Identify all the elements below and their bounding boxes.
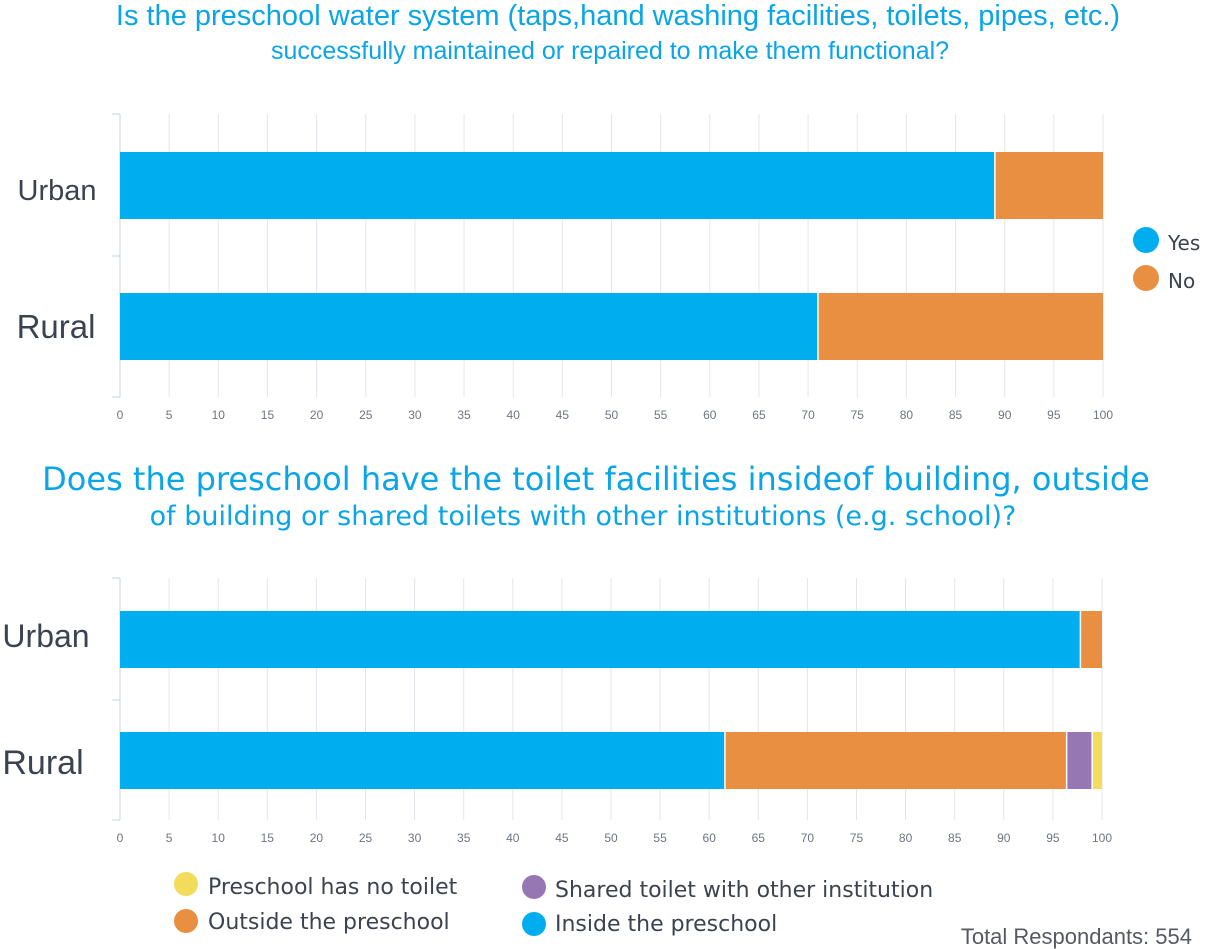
chart2-tick-label: 80 [899,831,913,845]
chart2-tick-label: 35 [457,831,471,845]
chart2-category-urban: Urban [2,618,89,654]
legend-no-label: No [1168,269,1195,293]
chart1-tick-label: 100 [1093,408,1113,422]
chart2-tick-label: 0 [117,831,124,845]
chart2-tick-label: 70 [801,831,815,845]
chart1-category-urban: Urban [18,175,97,207]
chart2-bar-rural-preschool-has-no-toilet [1092,732,1102,789]
chart1-category-rural: Rural [17,308,96,345]
chart2-bars [120,611,1102,789]
chart2-tick-label: 15 [261,831,275,845]
legend-inside-label: Inside the preschool [555,912,777,937]
chart1-tick-label: 25 [359,408,373,422]
chart2-bar-rural-outside-the-preschool [724,732,1067,789]
chart2-title-line1: Does the preschool have the toilet facil… [42,460,1150,498]
chart1-tick-label: 55 [654,408,668,422]
chart1-tick-label: 70 [801,408,815,422]
chart2-tick-label: 85 [948,831,962,845]
legend-no-swatch [1133,265,1159,291]
chart1-tick-label: 5 [166,408,173,422]
chart1-tick-label: 15 [261,408,275,422]
legend-no-toilet-swatch [174,872,198,896]
legend-shared-label: Shared toilet with other institution [555,878,933,903]
chart1-bar-rural-no [817,293,1103,360]
chart1-bars [120,152,1103,360]
chart2-x-axis: 0 5 10 15 20 25 30 35 40 45 50 55 60 65 70 75 80 85 90 95 10… [117,831,1113,845]
chart2-tick-label: 90 [997,831,1011,845]
total-respondents: Total Respondants: 554 [961,924,1192,949]
chart1-bar-rural-yes [120,293,818,360]
chart2-bar-rural-shared-toilet-with-other-institution [1066,732,1093,789]
chart1-bar-urban-yes [120,152,995,219]
chart1-title-line1: Is the preschool water system (taps,hand… [116,0,1120,32]
chart2-category-rural: Rural [2,744,83,782]
legend-inside-swatch [522,912,546,936]
chart1-tick-label: 90 [998,408,1012,422]
chart1-tick-label: 75 [851,408,865,422]
chart1-tick-label: 10 [212,408,226,422]
chart2-tick-label: 30 [408,831,422,845]
chart2-tick-label: 60 [703,831,717,845]
chart2-tick-label: 65 [752,831,766,845]
chart2-tick-label: 25 [359,831,373,845]
chart2-tick-label: 45 [555,831,569,845]
chart1-title-line2: successfully maintained or repaired to m… [271,37,949,65]
chart2-tick-label: 50 [604,831,618,845]
chart1-tick-label: 95 [1047,408,1061,422]
chart1-tick-label: 45 [556,408,570,422]
legend-outside-swatch [174,909,198,933]
chart2-tick-label: 10 [212,831,226,845]
chart1-tick-label: 30 [408,408,422,422]
chart1-legend: Yes No [1133,227,1200,293]
chart2-tick-label: 55 [653,831,667,845]
legend-yes-swatch [1133,227,1159,253]
legend-yes-label: Yes [1167,231,1200,255]
chart2-tick-label: 5 [166,831,173,845]
chart2-bar-rural-inside-the-preschool [120,732,725,789]
chart1-x-axis: 0 5 10 15 20 25 30 35 40 45 50 55 60 65 70 75 80 85 90 95 10… [117,408,1114,422]
chart2-title-line2: of building or shared toilets with other… [150,501,1017,532]
chart1-tick-label: 0 [117,408,124,422]
chart2-tick-label: 95 [1046,831,1060,845]
chart1-tick-label: 85 [949,408,963,422]
chart1-tick-label: 60 [703,408,717,422]
chart2-bar-urban-outside-the-preschool [1080,611,1102,668]
legend-shared-swatch [522,875,546,899]
legend-no-toilet-label: Preschool has no toilet [208,875,458,900]
chart2-bar-urban-inside-the-preschool [120,611,1081,668]
chart1-tick-label: 40 [507,408,521,422]
chart2-tick-label: 100 [1092,831,1112,845]
legend-outside-label: Outside the preschool [208,910,450,935]
chart1-tick-label: 50 [605,408,619,422]
chart1-tick-label: 80 [900,408,914,422]
chart1-bar-urban-no [994,152,1103,219]
chart2-tick-label: 75 [850,831,864,845]
chart2-legend: Preschool has no toilet Shared toilet wi… [174,872,933,937]
chart2-tick-label: 20 [310,831,324,845]
chart1-tick-label: 35 [457,408,471,422]
chart2-tick-label: 40 [506,831,520,845]
chart1-tick-label: 20 [310,408,324,422]
chart1-tick-label: 65 [752,408,766,422]
